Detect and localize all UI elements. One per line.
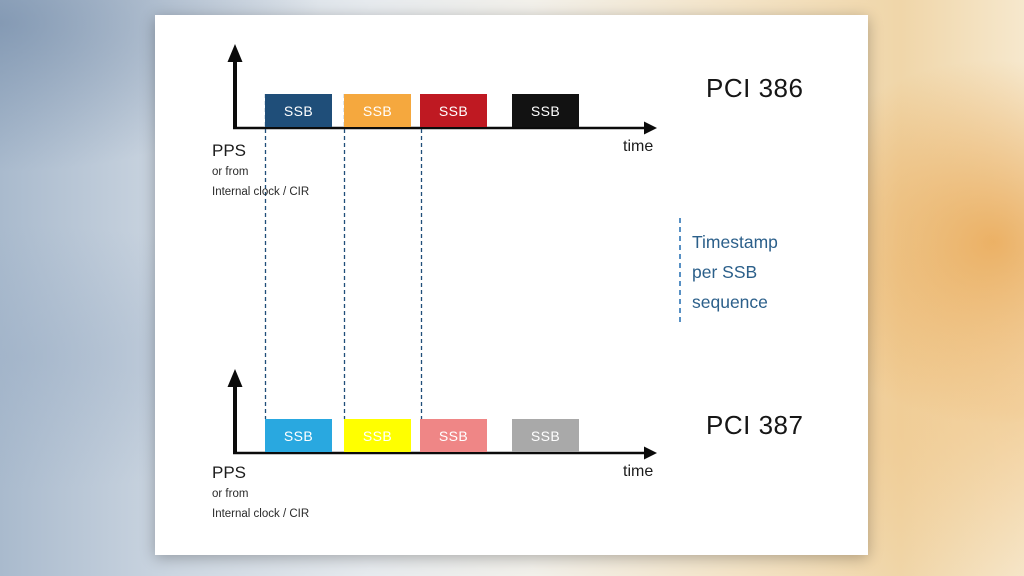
ssb-block: SSB	[265, 94, 332, 127]
annotation-line-3: sequence	[692, 292, 768, 312]
pps-source-line2-bottom: Internal clock / CIR	[212, 508, 310, 520]
ssb-block: SSB	[344, 419, 411, 452]
ssb-block: SSB	[420, 94, 487, 127]
pps-label-top: PPS	[212, 141, 247, 160]
pci-387-title: PCI 387	[706, 410, 804, 440]
annotation-line-1: Timestamp	[692, 232, 778, 252]
ssb-block: SSB	[512, 419, 579, 452]
pps-source-line1-bottom: or from	[212, 488, 249, 500]
connector-dashed-lines	[264, 94, 423, 419]
pps-source-line2-top: Internal clock / CIR	[212, 186, 310, 198]
ssb-block: SSB	[265, 419, 332, 452]
annotation-line-2: per SSB	[692, 262, 758, 282]
time-axis-label-top: time	[623, 138, 654, 155]
ssb-block: SSB	[344, 94, 411, 127]
slide-panel: PCI 386 SSB SSB SSB SSB PPS or from Inte…	[155, 15, 868, 555]
timestamp-annotation: Timestamp per SSB sequence	[692, 227, 778, 317]
pci-386-title: PCI 386	[706, 73, 804, 103]
ssb-block: SSB	[512, 94, 579, 127]
pps-label-bottom: PPS	[212, 463, 247, 482]
ssb-block: SSB	[420, 419, 487, 452]
pps-source-line1-top: or from	[212, 166, 249, 178]
time-axis-label-bottom: time	[623, 463, 654, 480]
